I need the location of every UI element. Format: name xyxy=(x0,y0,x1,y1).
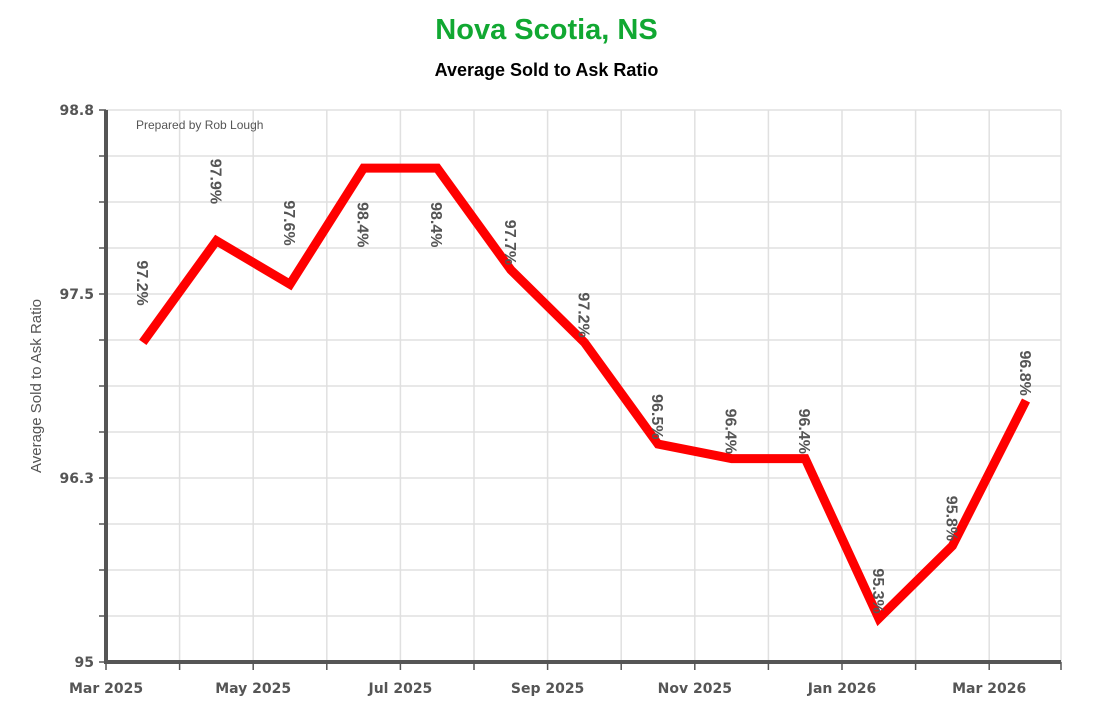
y-axis-label: Average Sold to Ask Ratio xyxy=(28,299,45,473)
data-labels: 97.2% 97.9% 97.6% 98.4% 98.4% 97.7% 97.2% 96.5%… xyxy=(133,159,1033,614)
y-tick-label: 95 xyxy=(75,655,94,671)
x-tick-label: May 2025 xyxy=(215,681,291,697)
data-label: 97.2% xyxy=(133,260,150,305)
x-tick-label: Sep 2025 xyxy=(511,681,584,697)
data-label: 97.9% xyxy=(206,159,223,204)
x-tick-label: Nov 2025 xyxy=(658,681,732,697)
y-tick-label: 98.8 xyxy=(59,103,94,119)
data-label: 98.4% xyxy=(354,202,371,247)
data-label: 97.2% xyxy=(574,292,591,337)
x-tick-label: Jan 2026 xyxy=(807,681,876,697)
data-label: 96.8% xyxy=(1016,351,1033,396)
data-line xyxy=(139,163,1031,627)
data-label: 96.4% xyxy=(795,409,812,454)
data-label: 95.3% xyxy=(869,568,886,613)
chart-subtitle: Average Sold to Ask Ratio xyxy=(434,60,659,80)
data-label: 95.8% xyxy=(942,496,959,541)
credit-annotation: Prepared by Rob Lough xyxy=(136,118,263,132)
data-label: 97.6% xyxy=(280,200,297,245)
data-label: 96.5% xyxy=(648,394,665,439)
data-label: 98.4% xyxy=(427,202,444,247)
chart-title: Nova Scotia, NS xyxy=(435,14,658,46)
y-tick-label: 97.5 xyxy=(59,287,94,303)
x-axis-ticks: Mar 2025 May 2025 Jul 2025 Sep 2025 Nov 2025… xyxy=(69,681,1026,697)
data-label: 97.7% xyxy=(501,220,518,265)
y-axis-ticks: 98.8 97.5 96.3 95 xyxy=(59,103,94,671)
x-tick-label: Mar 2025 xyxy=(69,681,143,697)
x-tick-label: Jul 2025 xyxy=(367,681,432,697)
x-tick-label: Mar 2026 xyxy=(952,681,1026,697)
data-label: 96.4% xyxy=(722,409,739,454)
axes xyxy=(99,109,1062,670)
y-tick-label: 96.3 xyxy=(59,471,94,487)
